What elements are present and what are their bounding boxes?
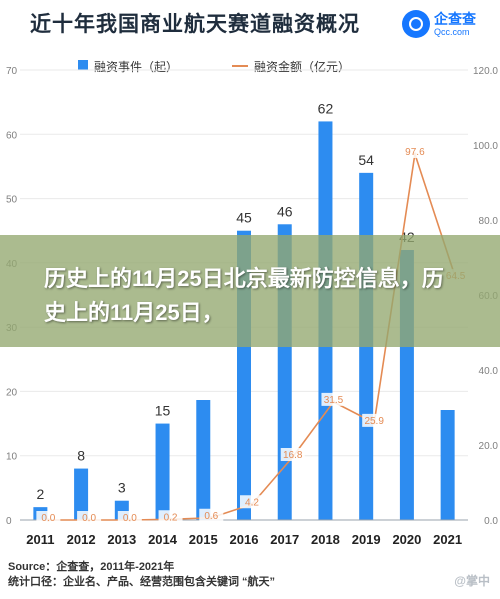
line-value-label: 0.0: [123, 513, 137, 524]
line-value-label: 31.5: [324, 395, 344, 406]
qcc-logo: 企查查 Qcc.com: [402, 8, 494, 42]
line-label-bg: [362, 413, 387, 427]
logo-domain: Qcc.com: [434, 27, 470, 37]
x-tick-label: 2011: [26, 532, 54, 547]
caliber-note: 统计口径：企业名、产品、经营范围包含关键词 “航天”: [8, 576, 276, 588]
line-value-label: 16.8: [283, 450, 303, 461]
line-label-bg: [240, 495, 264, 509]
line-label-bg: [402, 145, 427, 158]
bar: [440, 410, 455, 520]
bar-value-label: 46: [277, 203, 293, 219]
y-right-tick-label: 40.0: [479, 366, 499, 377]
line-label-bg: [199, 508, 224, 522]
bar-value-label: 2: [36, 486, 44, 502]
line-value-label: 0.0: [82, 513, 96, 524]
y-left-tick-label: 0: [6, 516, 12, 527]
chart-footer: Source：企查查，2011年-2021年 统计口径：企业名、产品、经营范围包…: [8, 560, 492, 590]
y-right-tick-label: 100.0: [473, 141, 498, 152]
line-label-bg: [77, 511, 102, 524]
x-tick-label: 2021: [433, 532, 462, 547]
x-tick-label: 2012: [67, 532, 96, 547]
y-left-tick-label: 20: [6, 387, 18, 398]
bar-value-label: 62: [318, 100, 334, 116]
source-note: Source：企查查，2011年-2021年: [8, 561, 175, 573]
line-label-bg: [117, 511, 142, 524]
line-value-label: 4.2: [245, 497, 259, 508]
x-tick-label: 2013: [107, 532, 136, 547]
y-right-tick-label: 120.0: [473, 66, 498, 77]
bar-value-label: 54: [358, 152, 374, 168]
y-right-tick-label: 80.0: [479, 216, 499, 227]
x-tick-label: 2017: [270, 532, 299, 547]
x-tick-label: 2016: [230, 532, 259, 547]
line-value-label: 0.6: [204, 511, 218, 522]
bar-value-label: 3: [118, 480, 126, 496]
bar-value-label: 15: [155, 403, 171, 419]
y-left-tick-label: 60: [6, 130, 18, 141]
x-tick-label: 2014: [148, 532, 178, 547]
line-value-label: 97.6: [405, 147, 425, 158]
x-tick-label: 2019: [352, 532, 381, 547]
bar-value-label: 8: [77, 448, 85, 464]
overlay-banner: [0, 235, 500, 347]
chart-title: 近十年我国商业航天赛道融资概况: [30, 13, 360, 36]
banner-headline: 历史上的11月25日北京最新防控信息，历史上的11月25日，: [44, 266, 444, 325]
y-right-tick-label: 0.0: [484, 516, 498, 527]
line-value-label: 0.0: [41, 513, 55, 524]
bar: [155, 423, 170, 520]
line-label-bg: [36, 511, 61, 524]
line-value-label: 25.9: [364, 416, 384, 427]
legend-bar-swatch: [78, 60, 88, 70]
watermark: @掌中: [454, 574, 490, 588]
chart-header: 近十年我国商业航天赛道融资概况 企查查 Qcc.com: [0, 0, 500, 50]
y-left-tick-label: 10: [6, 452, 18, 463]
y-right-tick-label: 20.0: [479, 441, 499, 452]
x-tick-label: 2015: [189, 532, 218, 547]
logo-name: 企查查: [434, 11, 476, 27]
line-value-label: 0.2: [164, 512, 178, 523]
bar: [74, 468, 89, 520]
x-tick-label: 2020: [392, 532, 421, 547]
y-left-tick-label: 70: [6, 66, 18, 77]
line-label-bg: [321, 392, 346, 406]
x-tick-label: 2018: [311, 532, 340, 547]
y-left-tick-label: 50: [6, 195, 18, 206]
line-label-bg: [158, 510, 183, 524]
line-label-bg: [280, 448, 305, 461]
bar: [196, 400, 211, 520]
bar-value-label: 45: [236, 210, 252, 226]
qcc-logo-icon: [402, 10, 430, 38]
legend-line-swatch: [232, 65, 248, 67]
